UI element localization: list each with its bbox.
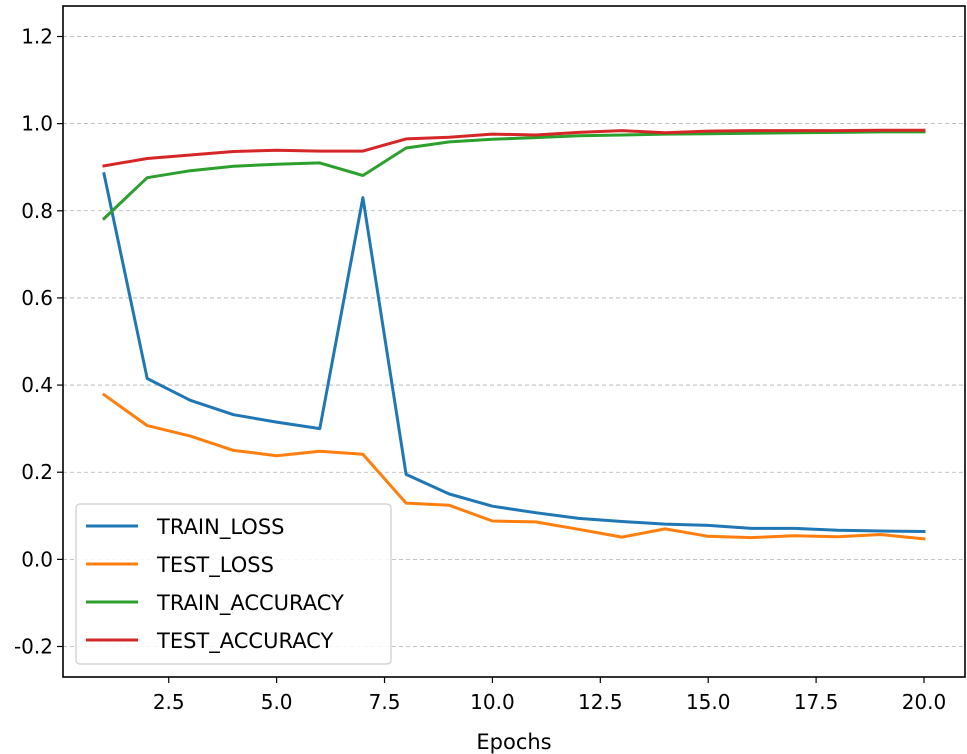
series-line-test-loss — [101, 392, 926, 541]
x-tick-label: 15.0 — [686, 690, 731, 714]
y-tick-label: 0.0 — [21, 547, 53, 571]
legend-label: TEST_LOSS — [156, 553, 274, 578]
x-tick-label: 12.5 — [578, 690, 623, 714]
series-line-test-accuracy — [102, 128, 926, 168]
x-tick-label: 7.5 — [369, 690, 401, 714]
y-tick-label: 0.6 — [21, 286, 53, 310]
x-tick-label: 20.0 — [902, 690, 947, 714]
y-tick-label: 0.8 — [21, 199, 53, 223]
legend-box — [75, 503, 392, 665]
x-tick-label: 2.5 — [153, 690, 185, 714]
x-axis-label: Epochs — [476, 730, 551, 754]
y-tick-label: 1.0 — [21, 112, 53, 136]
series-line-train-loss — [102, 172, 926, 534]
x-axis: 2.5 5.0 7.5 10.0 12.5 15.0 17.5 20.0 — [153, 677, 946, 714]
legend-label: TRAIN_ACCURACY — [156, 591, 344, 616]
legend: TRAIN_LOSS TEST_LOSS TRAIN_ACCURACY TEST_AC… — [75, 503, 392, 665]
y-tick-label: -0.2 — [14, 635, 53, 659]
series-lines — [101, 128, 926, 541]
x-tick-label: 10.0 — [470, 690, 515, 714]
y-tick-label: 1.2 — [21, 25, 53, 49]
y-tick-label: 0.4 — [21, 373, 53, 397]
plot-frame — [62, 5, 966, 678]
x-tick-label: 5.0 — [261, 690, 293, 714]
x-tick-label: 17.5 — [794, 690, 839, 714]
y-axis: -0.2 0.0 0.2 0.4 0.6 0.8 1.0 1.2 — [14, 25, 63, 659]
legend-label: TEST_ACCURACY — [156, 629, 333, 654]
y-tick-label: 0.2 — [21, 460, 53, 484]
series-line-train-accuracy — [101, 130, 926, 221]
legend-label: TRAIN_LOSS — [156, 515, 284, 540]
